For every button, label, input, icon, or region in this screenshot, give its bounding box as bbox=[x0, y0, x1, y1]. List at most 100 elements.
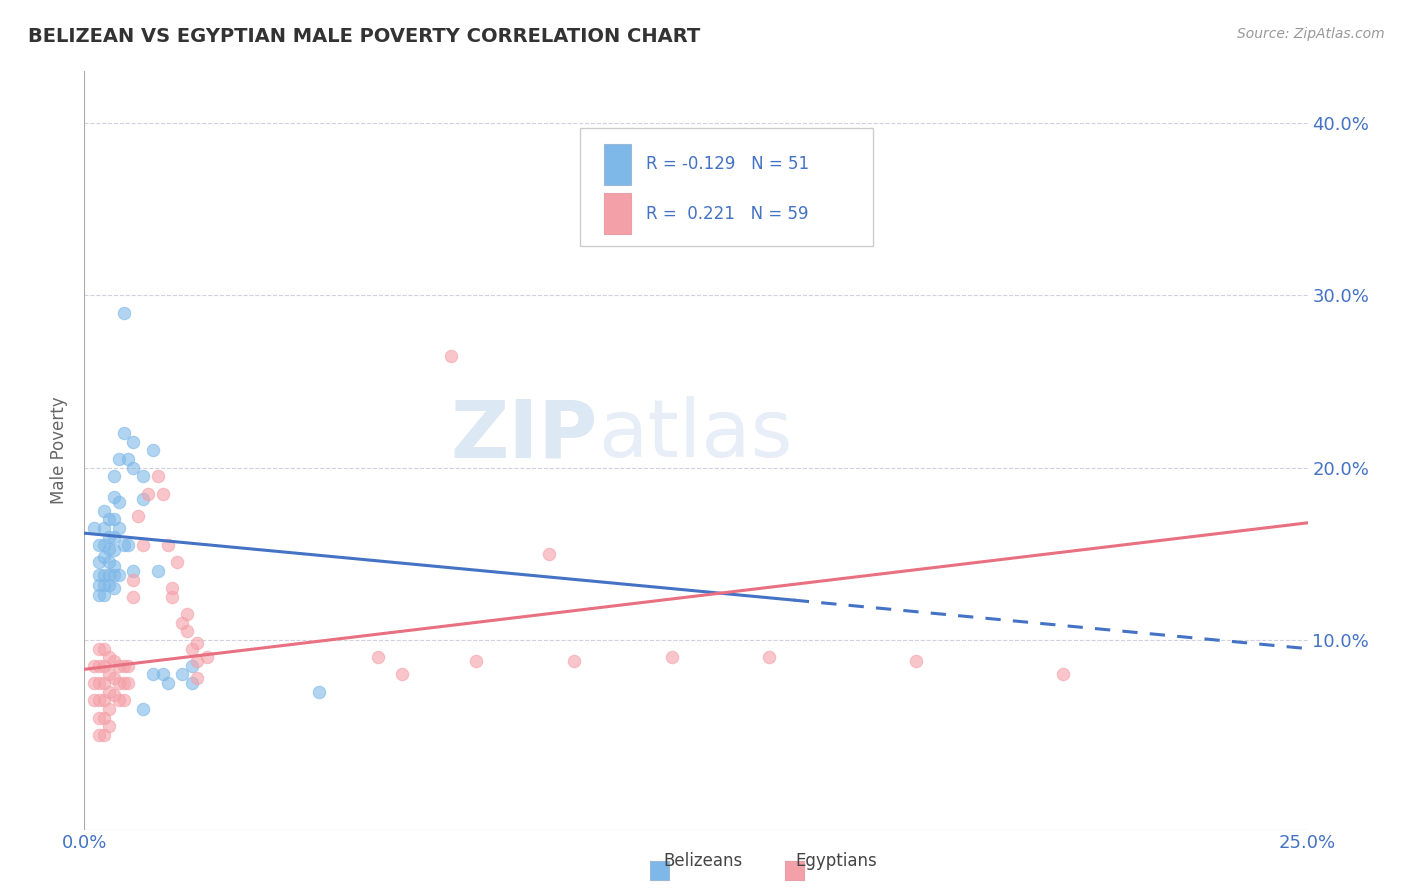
Point bbox=[107, 676, 129, 690]
Point bbox=[132, 491, 155, 506]
Point bbox=[186, 671, 208, 685]
Point bbox=[562, 654, 585, 668]
Point bbox=[117, 538, 139, 552]
Point bbox=[93, 578, 115, 592]
Point bbox=[156, 676, 179, 690]
Point bbox=[142, 443, 165, 458]
Point bbox=[93, 676, 115, 690]
Point bbox=[97, 567, 120, 582]
Point bbox=[103, 567, 125, 582]
Point bbox=[112, 426, 135, 441]
Point bbox=[87, 588, 110, 602]
Text: R =  0.221   N = 59: R = 0.221 N = 59 bbox=[645, 204, 808, 223]
Point bbox=[87, 567, 110, 582]
Text: Egyptians: Egyptians bbox=[796, 852, 877, 870]
Point bbox=[107, 693, 129, 707]
Point bbox=[83, 521, 105, 535]
Point bbox=[132, 538, 155, 552]
Point bbox=[87, 710, 110, 724]
Point bbox=[87, 693, 110, 707]
Point bbox=[93, 521, 115, 535]
Point bbox=[97, 719, 120, 733]
Point bbox=[83, 658, 105, 673]
Point bbox=[103, 558, 125, 573]
Point bbox=[661, 650, 683, 665]
Point bbox=[1052, 667, 1074, 681]
Point bbox=[181, 676, 204, 690]
Point bbox=[186, 654, 208, 668]
Point bbox=[103, 654, 125, 668]
Point bbox=[112, 676, 135, 690]
Text: ZIP: ZIP bbox=[451, 396, 598, 475]
Point bbox=[112, 538, 135, 552]
Point bbox=[172, 615, 194, 630]
Point bbox=[142, 667, 165, 681]
Point bbox=[176, 624, 198, 639]
Point bbox=[166, 556, 188, 570]
Point bbox=[93, 641, 115, 656]
Text: R = -0.129   N = 51: R = -0.129 N = 51 bbox=[645, 155, 808, 173]
Point bbox=[538, 547, 561, 561]
Point bbox=[87, 578, 110, 592]
Point bbox=[107, 567, 129, 582]
Bar bbox=[605, 193, 631, 235]
Point bbox=[136, 486, 159, 500]
Point bbox=[87, 556, 110, 570]
Point bbox=[83, 693, 105, 707]
Point bbox=[93, 728, 115, 742]
Point bbox=[308, 684, 330, 698]
Point bbox=[93, 550, 115, 565]
Point bbox=[97, 556, 120, 570]
Point bbox=[117, 676, 139, 690]
Point bbox=[758, 650, 780, 665]
Point bbox=[93, 504, 115, 518]
Text: BELIZEAN VS EGYPTIAN MALE POVERTY CORRELATION CHART: BELIZEAN VS EGYPTIAN MALE POVERTY CORREL… bbox=[28, 27, 700, 45]
Point bbox=[97, 530, 120, 544]
Point bbox=[87, 658, 110, 673]
Y-axis label: Male Poverty: Male Poverty bbox=[51, 397, 69, 504]
Point bbox=[367, 650, 389, 665]
Point bbox=[107, 658, 129, 673]
Point bbox=[87, 641, 110, 656]
Point bbox=[87, 538, 110, 552]
Point bbox=[112, 693, 135, 707]
Point bbox=[117, 452, 139, 467]
Point bbox=[93, 658, 115, 673]
Point bbox=[146, 564, 169, 578]
Point bbox=[83, 676, 105, 690]
Point bbox=[103, 469, 125, 483]
Point bbox=[181, 641, 204, 656]
Point bbox=[122, 564, 145, 578]
Point bbox=[93, 588, 115, 602]
Text: Source: ZipAtlas.com: Source: ZipAtlas.com bbox=[1237, 27, 1385, 41]
Point bbox=[112, 658, 135, 673]
Point bbox=[107, 521, 129, 535]
Point bbox=[117, 658, 139, 673]
Point bbox=[103, 490, 125, 504]
Point bbox=[87, 676, 110, 690]
Point bbox=[103, 530, 125, 544]
Point bbox=[97, 512, 120, 526]
Point bbox=[107, 495, 129, 509]
Point bbox=[97, 667, 120, 681]
Point bbox=[122, 460, 145, 475]
Point bbox=[464, 654, 486, 668]
Point bbox=[152, 667, 174, 681]
Point bbox=[152, 486, 174, 500]
Point bbox=[176, 607, 198, 622]
Point bbox=[132, 469, 155, 483]
Point bbox=[97, 578, 120, 592]
Point bbox=[107, 452, 129, 467]
Point bbox=[97, 541, 120, 556]
Point bbox=[440, 349, 463, 363]
Point bbox=[93, 567, 115, 582]
Bar bbox=[605, 144, 631, 186]
Point bbox=[122, 434, 145, 449]
Point bbox=[103, 543, 125, 558]
Point bbox=[87, 728, 110, 742]
Point bbox=[391, 667, 413, 681]
Point bbox=[181, 658, 204, 673]
Point bbox=[97, 684, 120, 698]
Point bbox=[122, 573, 145, 587]
Point bbox=[93, 710, 115, 724]
